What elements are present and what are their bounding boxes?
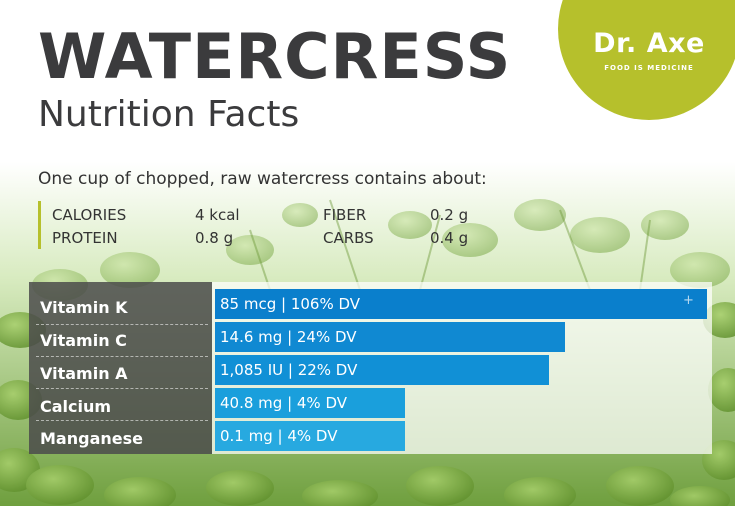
- nutrient-bar-vitamin-k: [215, 289, 707, 319]
- nutrient-label-vitamin-c: Vitamin C: [40, 331, 127, 350]
- row-divider: [36, 324, 208, 325]
- nutrient-amount-vitamin-k: 85 mcg | 106% DV: [220, 295, 361, 313]
- fact-label-protein: PROTEIN: [52, 229, 118, 247]
- nutrient-label-vitamin-k: Vitamin K: [40, 298, 128, 317]
- logo-tagline: FOOD IS MEDICINE: [604, 64, 694, 72]
- nutrient-bar-vitamin-a: [215, 355, 549, 385]
- fact-label-fiber: FIBER: [323, 206, 367, 224]
- nutrient-bar-manganese: [215, 421, 405, 451]
- row-divider: [36, 356, 208, 357]
- nutrient-amount-vitamin-c: 14.6 mg | 24% DV: [220, 328, 357, 346]
- nutrient-bar-vitamin-c: [215, 322, 565, 352]
- fact-label-calories: CALORIES: [52, 206, 127, 224]
- fact-value-carbs: 0.4 g: [430, 229, 469, 247]
- nutrient-label-manganese: Manganese: [40, 429, 143, 448]
- logo-name: Dr. Axe: [593, 28, 705, 59]
- row-divider: [36, 388, 208, 389]
- nutrient-label-calcium: Calcium: [40, 397, 112, 416]
- fact-value-protein: 0.8 g: [195, 229, 234, 247]
- fact-value-calories: 4 kcal: [195, 206, 240, 224]
- plus-icon: +: [683, 293, 694, 308]
- nutrient-amount-manganese: 0.1 mg | 4% DV: [220, 427, 338, 445]
- nutrient-label-vitamin-a: Vitamin A: [40, 364, 128, 383]
- fact-label-carbs: CARBS: [323, 229, 374, 247]
- nutrient-amount-vitamin-a: 1,085 IU | 22% DV: [220, 361, 358, 379]
- nutrient-bar-calcium: [215, 388, 405, 418]
- intro-text: One cup of chopped, raw watercress conta…: [38, 169, 487, 189]
- nutrient-labels-panel: [29, 282, 212, 454]
- fact-value-fiber: 0.2 g: [430, 206, 469, 224]
- nutrient-amount-calcium: 40.8 mg | 4% DV: [220, 394, 348, 412]
- row-divider: [36, 420, 208, 421]
- page-title: WATERCRESS: [38, 20, 512, 93]
- facts-accent-bar: [38, 201, 41, 249]
- page-subtitle: Nutrition Facts: [38, 94, 300, 135]
